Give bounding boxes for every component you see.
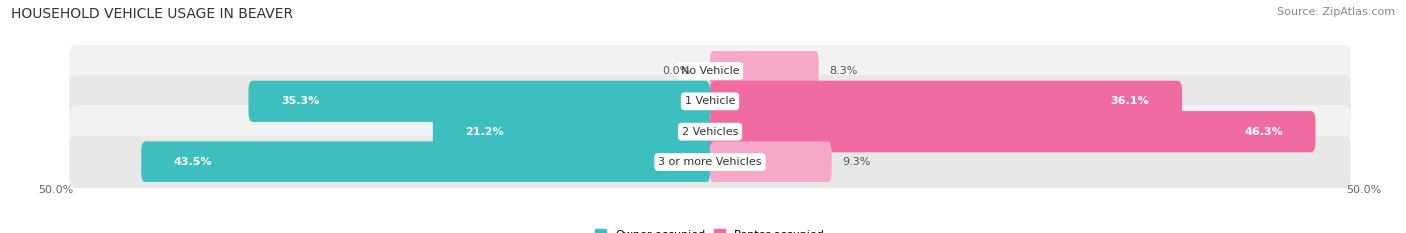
FancyBboxPatch shape <box>69 136 1351 188</box>
FancyBboxPatch shape <box>710 141 831 183</box>
FancyBboxPatch shape <box>710 81 1182 122</box>
Text: HOUSEHOLD VEHICLE USAGE IN BEAVER: HOUSEHOLD VEHICLE USAGE IN BEAVER <box>11 7 294 21</box>
Text: 0.0%: 0.0% <box>662 66 690 76</box>
Text: Source: ZipAtlas.com: Source: ZipAtlas.com <box>1277 7 1395 17</box>
FancyBboxPatch shape <box>433 111 710 152</box>
Text: 8.3%: 8.3% <box>830 66 858 76</box>
Text: 46.3%: 46.3% <box>1244 127 1282 137</box>
FancyBboxPatch shape <box>69 106 1351 158</box>
FancyBboxPatch shape <box>69 45 1351 97</box>
FancyBboxPatch shape <box>710 111 1316 152</box>
Text: 35.3%: 35.3% <box>281 96 319 106</box>
Text: 36.1%: 36.1% <box>1111 96 1149 106</box>
Text: 21.2%: 21.2% <box>465 127 505 137</box>
FancyBboxPatch shape <box>249 81 710 122</box>
FancyBboxPatch shape <box>69 75 1351 127</box>
Text: 9.3%: 9.3% <box>842 157 870 167</box>
Text: 1 Vehicle: 1 Vehicle <box>685 96 735 106</box>
Text: 43.5%: 43.5% <box>174 157 212 167</box>
FancyBboxPatch shape <box>141 141 710 183</box>
Text: 2 Vehicles: 2 Vehicles <box>682 127 738 137</box>
Legend: Owner-occupied, Renter-occupied: Owner-occupied, Renter-occupied <box>591 225 830 233</box>
FancyBboxPatch shape <box>710 50 818 92</box>
Text: 3 or more Vehicles: 3 or more Vehicles <box>658 157 762 167</box>
Text: No Vehicle: No Vehicle <box>681 66 740 76</box>
